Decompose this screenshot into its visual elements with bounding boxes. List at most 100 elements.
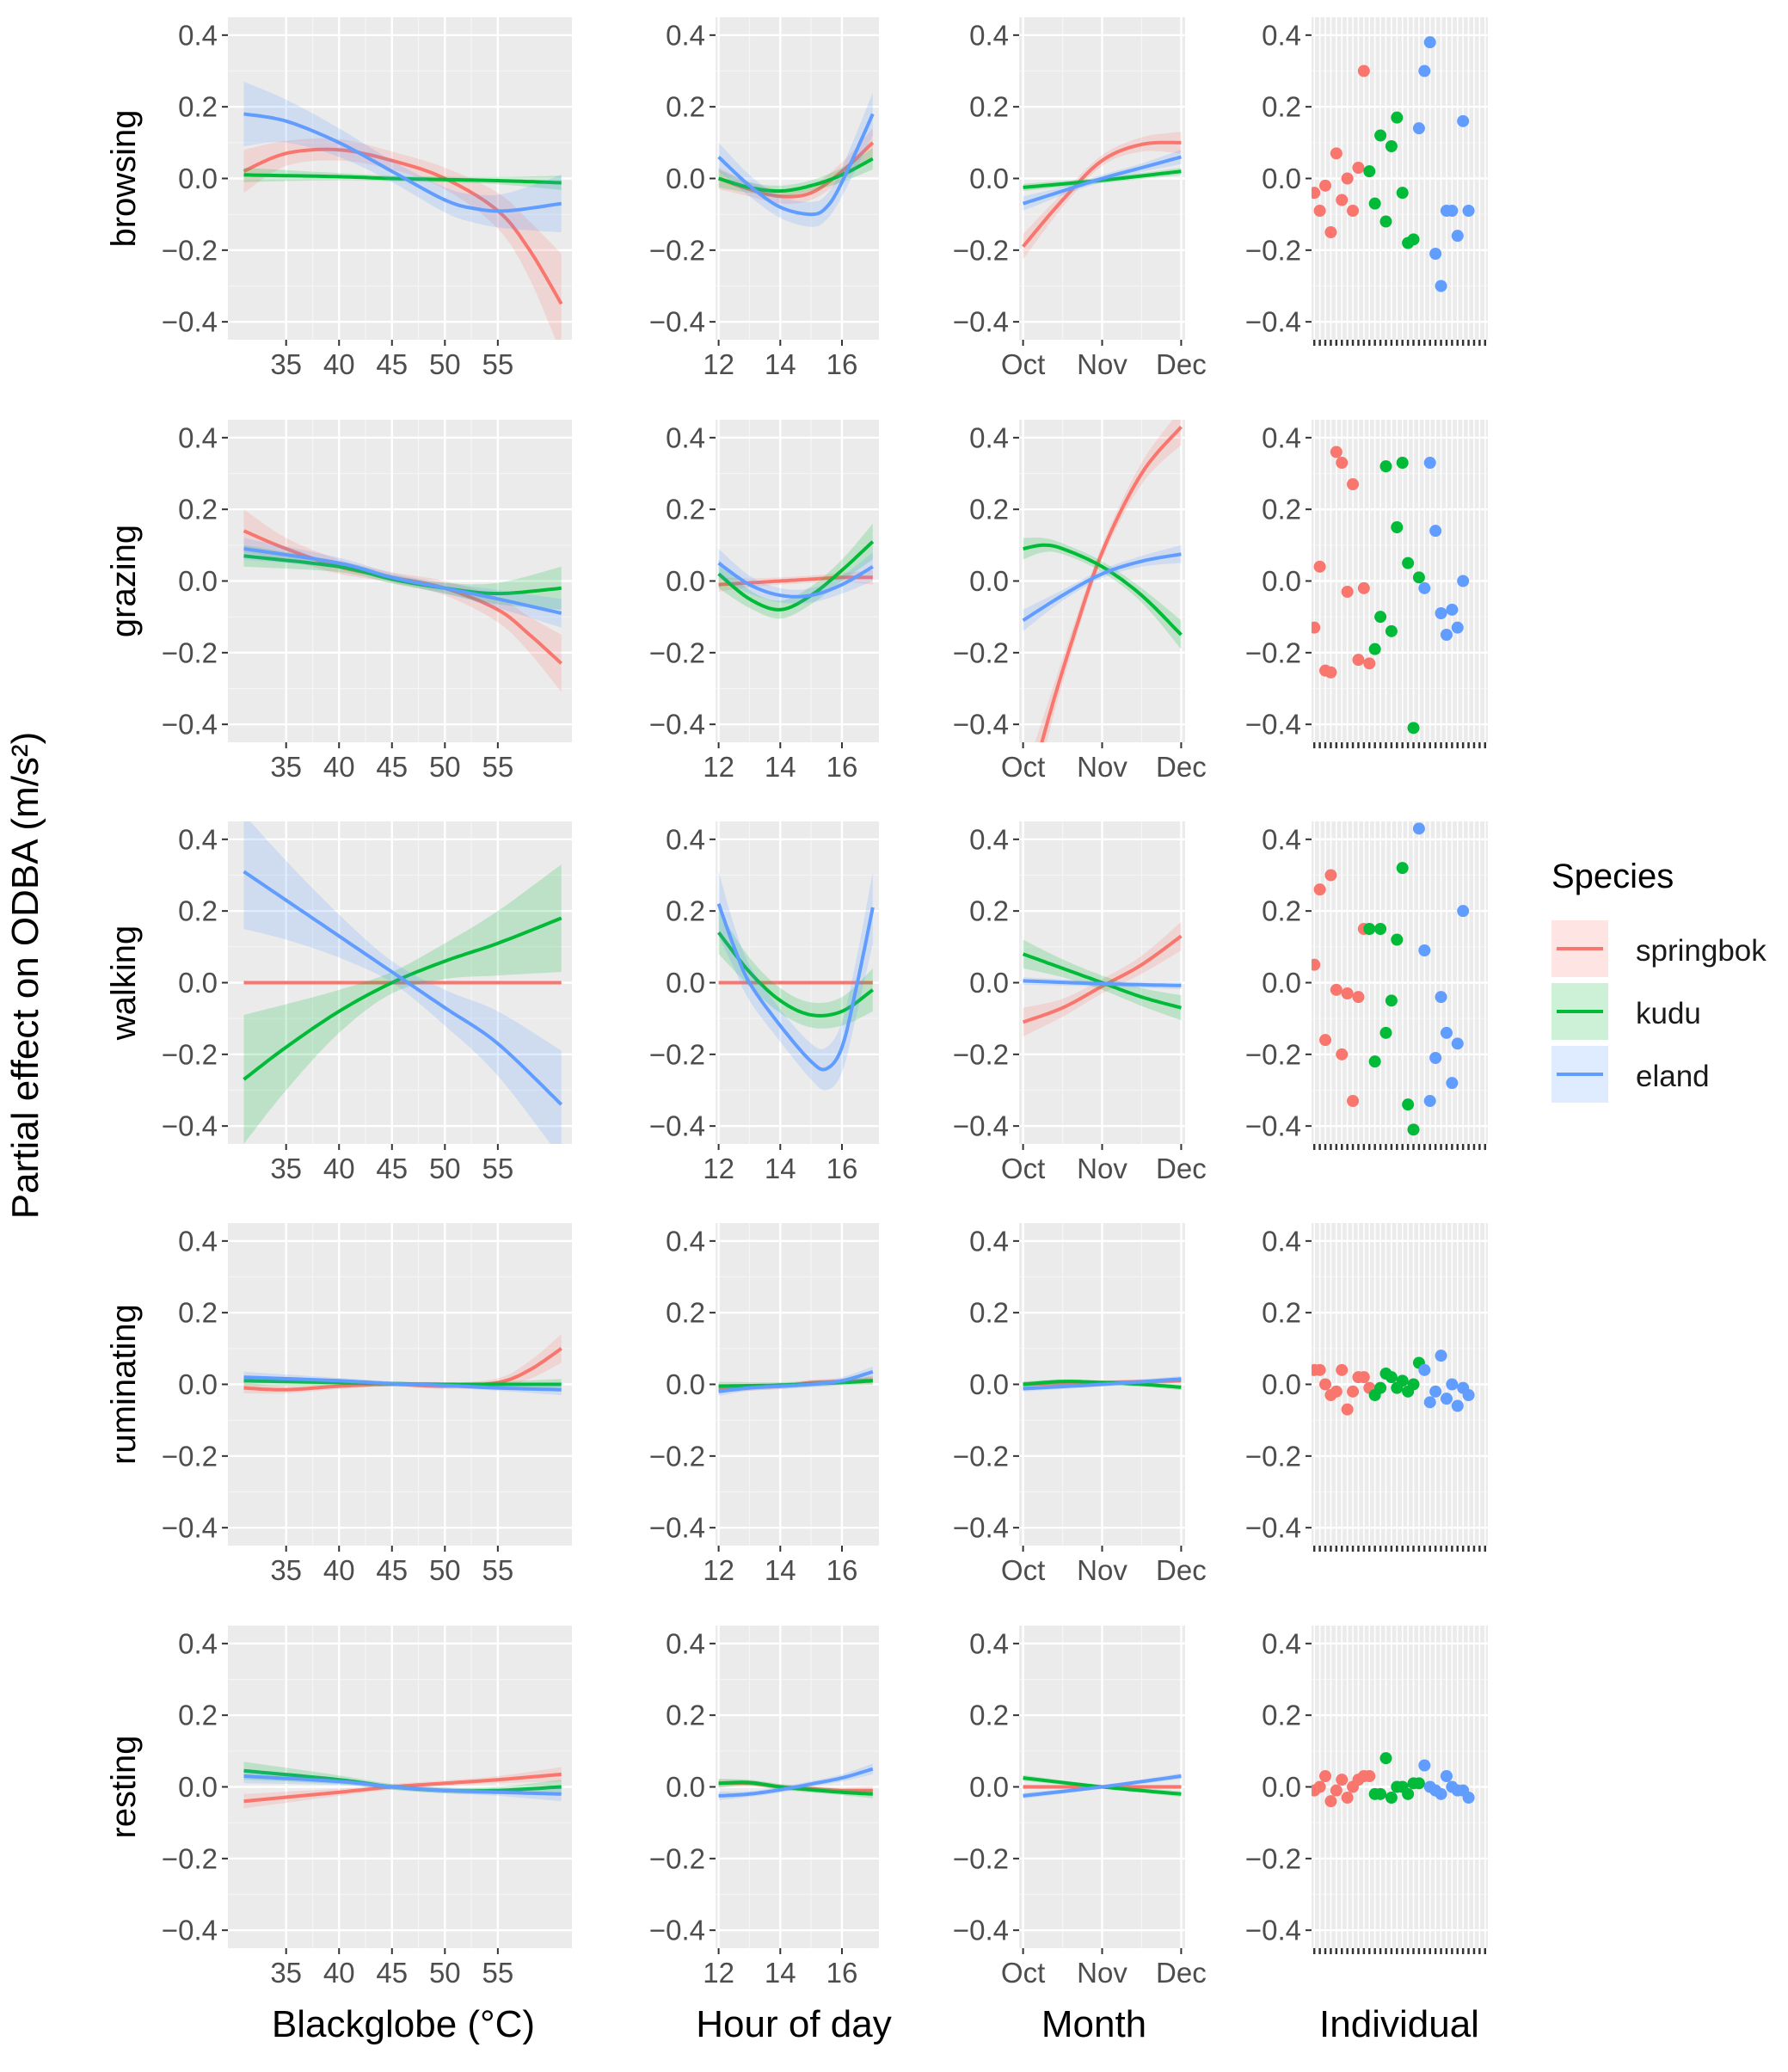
x-tick-label: 35: [270, 1957, 302, 1989]
panel-data: [1023, 1375, 1182, 1392]
y-tick-label: −0.2: [162, 234, 218, 266]
y-tick-label: 0.2: [969, 91, 1009, 123]
curve-springbok: [1022, 934, 1183, 1024]
point-eland: [1451, 621, 1464, 634]
point-kudu: [1379, 1026, 1392, 1039]
point-springbok: [1319, 1770, 1332, 1782]
x-tick-label: 55: [482, 1554, 513, 1586]
point-springbok: [1341, 172, 1354, 185]
x-tick-label: 50: [429, 751, 461, 783]
point-kudu: [1396, 1374, 1409, 1387]
curve-eland: [716, 903, 875, 1072]
point-springbok: [1313, 1780, 1326, 1793]
y-tick-label: −0.4: [953, 1512, 1009, 1544]
y-tick-label: −0.2: [1245, 1440, 1301, 1472]
y-tick-label: 0.4: [1262, 19, 1301, 51]
point-springbok: [1347, 205, 1360, 217]
x-tick-label: 55: [482, 348, 513, 380]
curve-eland: [243, 1375, 562, 1392]
point-eland: [1418, 1363, 1431, 1376]
x-tick-label: Oct: [1001, 751, 1045, 783]
x-tick-label: 45: [376, 1554, 408, 1586]
ci-band-kudu: [718, 148, 873, 197]
point-eland: [1418, 1759, 1431, 1772]
curve-springbok: [1022, 140, 1182, 248]
point-springbok: [1347, 478, 1360, 490]
x-tick-label: 16: [826, 348, 858, 380]
point-kudu: [1402, 556, 1415, 569]
y-tick-label: −0.2: [953, 1038, 1009, 1070]
point-springbok: [1357, 1371, 1370, 1384]
point-eland: [1451, 230, 1464, 243]
point-kudu: [1368, 643, 1381, 655]
point-eland: [1429, 248, 1442, 260]
panel-browsing-hour: −0.4 −0.2 0.0 0.2 0.4 12 14 16: [649, 17, 879, 380]
y-tick-label: −0.4: [649, 1915, 705, 1946]
y-tick-label: 0.4: [969, 1627, 1009, 1659]
y-tick-label: −0.2: [162, 636, 218, 668]
ci-band-eland: [718, 1763, 873, 1800]
point-springbok: [1357, 581, 1370, 594]
y-tick-label: 0.0: [969, 163, 1009, 194]
point-springbok: [1313, 1363, 1326, 1376]
y-tick-label: 0.2: [178, 895, 218, 927]
point-eland: [1435, 607, 1447, 619]
point-springbok: [1352, 162, 1365, 174]
y-tick-label: 0.4: [178, 421, 218, 453]
y-tick-label: 0.4: [969, 19, 1009, 51]
panel-grazing-individual: −0.4 −0.2 0.0 0.2 0.4: [1245, 420, 1488, 748]
point-springbok: [1341, 586, 1354, 598]
ci-band-kudu: [718, 523, 873, 619]
point-kudu: [1396, 187, 1409, 200]
x-tick-label: 40: [323, 348, 355, 380]
x-tick-label: Dec: [1156, 348, 1207, 380]
point-kudu: [1385, 994, 1398, 1007]
point-eland: [1412, 822, 1425, 835]
y-tick-label: −0.4: [649, 1512, 705, 1544]
y-tick-label: −0.4: [649, 709, 705, 741]
y-tick-label: 0.4: [178, 823, 218, 855]
x-tick-label: Oct: [1001, 1957, 1045, 1989]
point-eland: [1462, 1389, 1475, 1401]
panel-resting-blackglobe: −0.4 −0.2 0.0 0.2 0.4 35 40 45 50 55: [162, 1626, 572, 1989]
point-springbok: [1352, 654, 1365, 667]
curve-springbok: [1040, 425, 1183, 742]
x-tick-label: Oct: [1001, 1153, 1045, 1184]
y-tick-label: −0.2: [649, 1440, 705, 1472]
y-tick-label: −0.4: [953, 1915, 1009, 1946]
y-tick-label: 0.2: [1262, 1297, 1301, 1329]
point-springbok: [1352, 991, 1365, 1004]
point-kudu: [1368, 197, 1381, 210]
panel-data: [1312, 822, 1470, 1136]
point-kudu: [1379, 215, 1392, 228]
point-eland: [1457, 905, 1470, 918]
point-eland: [1423, 36, 1436, 49]
ci-band-kudu: [1023, 939, 1182, 1021]
panel-data: [716, 871, 875, 1091]
y-tick-label: 0.2: [666, 91, 705, 123]
x-tick-label: Dec: [1156, 1153, 1207, 1184]
x-tick-label: Dec: [1156, 751, 1207, 783]
y-tick-label: −0.4: [1245, 306, 1301, 338]
point-eland: [1423, 457, 1436, 469]
point-kudu: [1363, 923, 1376, 935]
point-kudu: [1374, 1381, 1387, 1394]
y-tick-label: 0.2: [1262, 1700, 1301, 1731]
y-tick-label: 0.4: [1262, 823, 1301, 855]
x-tick-label: 55: [482, 1957, 513, 1989]
y-tick-label: 0.4: [1262, 421, 1301, 453]
point-kudu: [1396, 457, 1409, 469]
panel-resting-hour: −0.4 −0.2 0.0 0.2 0.4 12 14 16: [649, 1626, 879, 1989]
point-springbok: [1324, 666, 1337, 679]
y-tick-label: −0.2: [953, 636, 1009, 668]
y-tick-label: −0.4: [162, 1110, 218, 1142]
y-tick-label: 0.0: [666, 1771, 705, 1803]
x-tick-label: 55: [482, 751, 513, 783]
y-tick-label: 0.2: [666, 1297, 705, 1329]
point-springbok: [1347, 1385, 1360, 1398]
point-springbok: [1324, 869, 1337, 882]
point-eland: [1446, 205, 1459, 217]
y-tick-label: 0.0: [178, 163, 218, 194]
curve-eland: [1022, 155, 1182, 206]
